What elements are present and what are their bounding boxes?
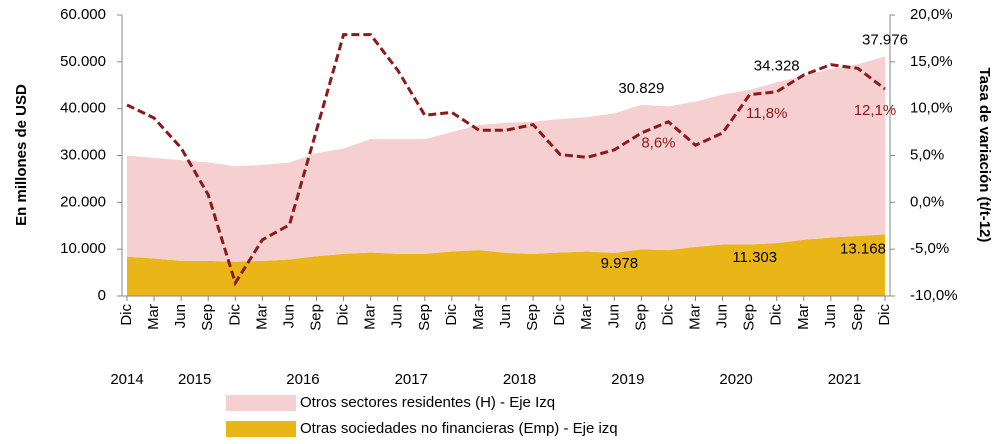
- x-tick-label: Sep: [632, 304, 649, 331]
- year-label: 2017: [395, 371, 428, 388]
- year-label: 2020: [719, 371, 752, 388]
- area-value-label: 34.328: [754, 57, 800, 74]
- x-tick-label: Sep: [307, 304, 324, 331]
- y-axis-label: En millones de USD: [13, 84, 30, 226]
- x-tick-label: Mar: [362, 304, 379, 330]
- legend-label: Otros sectores residentes (H) - Eje Izq: [300, 394, 555, 411]
- year-label: 2016: [286, 371, 319, 388]
- x-tick-label: Dic: [659, 304, 676, 326]
- legend-label: Otras sociedades no financieras (Emp) - …: [300, 420, 618, 437]
- x-tick-label: Dic: [876, 304, 893, 326]
- y2-tick-label: -5,0%: [910, 240, 949, 257]
- x-tick-label: Sep: [741, 304, 758, 331]
- x-tick-label: Sep: [416, 304, 433, 331]
- y2-axis-label: Tasa de variación (t/t-12): [976, 68, 993, 243]
- area-value-label: 37.976: [862, 31, 908, 48]
- year-label: 2014: [110, 371, 143, 388]
- line-value-label: 11,8%: [746, 105, 787, 122]
- x-tick-label: Mar: [686, 304, 703, 330]
- x-tick-label: Jun: [497, 304, 514, 328]
- area: [127, 56, 885, 262]
- x-tick-label: Mar: [145, 304, 162, 330]
- x-tick-label: Dic: [768, 304, 785, 326]
- rate-line: [126, 33, 886, 287]
- y2-tick-label: 5,0%: [910, 146, 944, 163]
- area-value-label: 13.168: [840, 240, 886, 257]
- x-tick-label: Sep: [849, 304, 866, 331]
- y2-tick-label: 10,0%: [910, 100, 953, 117]
- area-value-label: 9.978: [601, 255, 639, 272]
- x-tick-label: Jun: [389, 304, 406, 328]
- line-value-label: 12,1%: [854, 102, 897, 119]
- x-tick-label: Sep: [199, 304, 216, 331]
- y2-tick-label: -10,0%: [910, 287, 958, 304]
- x-tick-label: Jun: [714, 304, 731, 328]
- x-tick-label: Mar: [470, 304, 487, 330]
- x-tick-label: Dic: [335, 304, 352, 326]
- year-label: 2019: [611, 371, 644, 388]
- x-tick-label: Mar: [795, 304, 812, 330]
- x-tick-label: Dic: [551, 304, 568, 326]
- y-tick-label: 30.000: [60, 146, 106, 163]
- year-label: 2021: [828, 371, 861, 388]
- x-tick-label: Mar: [578, 304, 595, 330]
- area-value-label: 30.829: [618, 80, 664, 97]
- line-value-label: 8,6%: [641, 135, 675, 152]
- y-tick-label: 50.000: [60, 53, 106, 70]
- y-tick-label: 0: [98, 287, 106, 304]
- y-tick-label: 60.000: [60, 6, 106, 23]
- x-tick-label: Dic: [226, 304, 243, 326]
- legend-swatch: [226, 395, 296, 411]
- area-value-label: 11.303: [732, 249, 777, 266]
- x-tick-label: Jun: [605, 304, 622, 328]
- year-label: 2015: [178, 371, 211, 388]
- x-tick-label: Jun: [822, 304, 839, 328]
- y-tick-label: 10.000: [60, 240, 106, 257]
- x-tick-label: Dic: [443, 304, 460, 326]
- area: [127, 234, 885, 296]
- x-tick-label: Mar: [253, 304, 270, 330]
- x-tick-label: Dic: [118, 304, 135, 326]
- y2-tick-label: 0,0%: [910, 193, 944, 210]
- y2-tick-label: 20,0%: [910, 6, 953, 23]
- x-tick-label: Jun: [172, 304, 189, 328]
- y-tick-label: 40.000: [60, 100, 106, 117]
- year-label: 2018: [503, 371, 536, 388]
- y-tick-label: 20.000: [60, 193, 106, 210]
- legend-swatch: [226, 421, 296, 437]
- x-tick-label: Sep: [524, 304, 541, 331]
- y2-tick-label: 15,0%: [910, 53, 953, 70]
- x-tick-label: Jun: [280, 304, 297, 328]
